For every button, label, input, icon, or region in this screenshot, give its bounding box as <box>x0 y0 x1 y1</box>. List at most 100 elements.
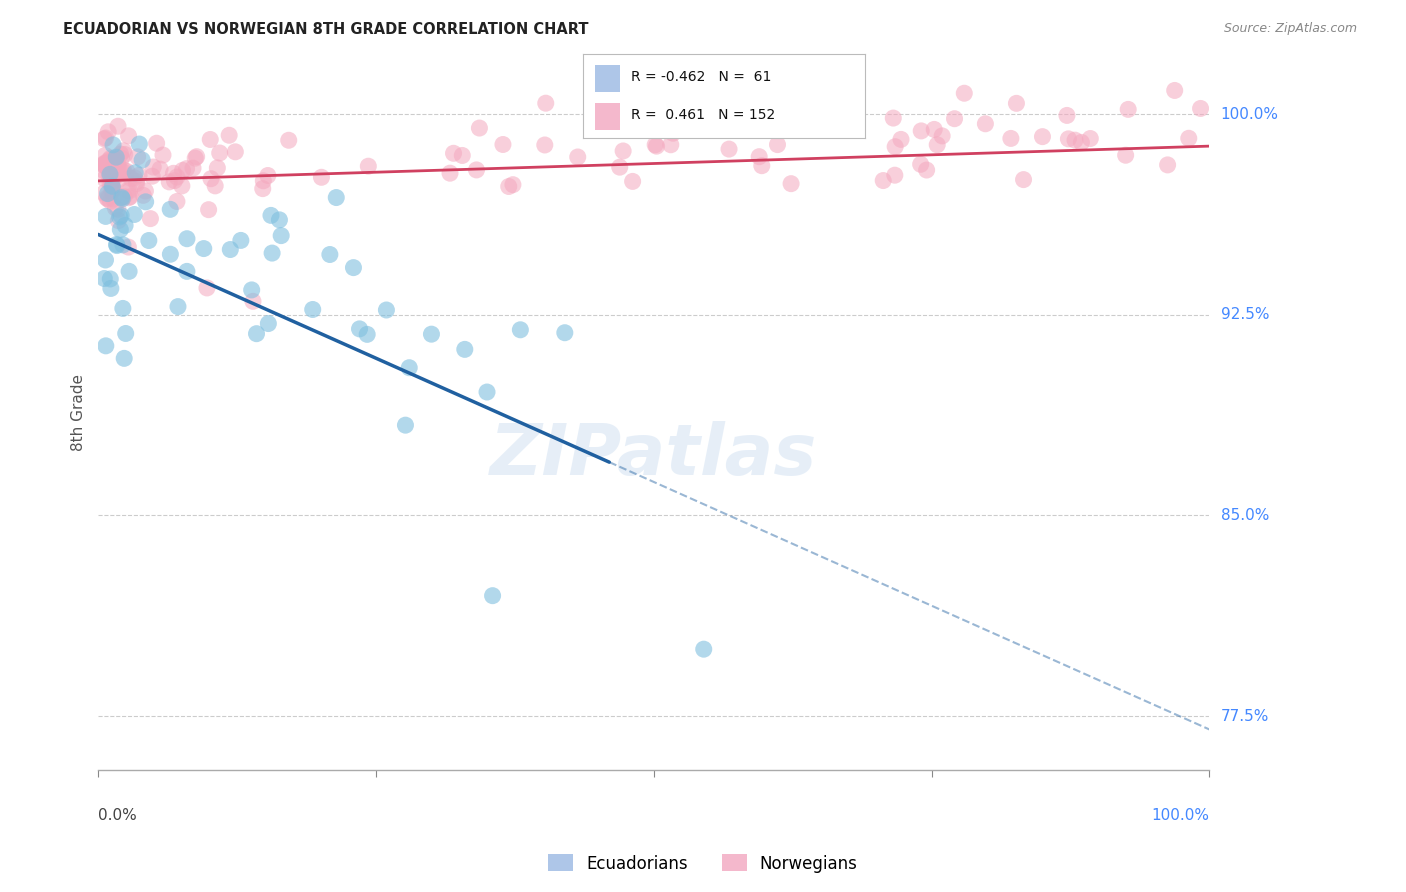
Point <box>93 157 115 171</box>
Point <box>498 179 520 194</box>
Point <box>107 168 129 182</box>
Point <box>277 133 299 147</box>
Point <box>110 151 132 165</box>
Text: 0.0%: 0.0% <box>98 808 136 823</box>
Point <box>141 169 163 184</box>
Point <box>420 327 443 342</box>
Point <box>454 343 477 357</box>
Point <box>208 146 231 161</box>
FancyBboxPatch shape <box>595 64 620 92</box>
Point <box>224 145 246 159</box>
Point <box>112 189 135 203</box>
Point <box>103 161 125 176</box>
Point <box>176 232 198 246</box>
Point <box>780 177 803 191</box>
Point <box>124 166 146 180</box>
Point <box>101 181 124 195</box>
Point <box>270 228 292 243</box>
Point <box>1070 136 1092 150</box>
Point <box>245 326 267 341</box>
Point <box>98 167 121 181</box>
Point <box>533 138 555 153</box>
Point <box>111 238 134 252</box>
Point <box>915 163 938 178</box>
Point <box>97 162 120 177</box>
Point <box>159 202 181 217</box>
Point <box>325 190 347 204</box>
Point <box>166 194 188 209</box>
Point <box>342 260 364 275</box>
Point <box>645 139 668 153</box>
Point <box>751 159 773 173</box>
Point <box>394 418 416 433</box>
Point <box>97 153 120 168</box>
Point <box>105 238 128 252</box>
Point <box>1064 133 1087 147</box>
Point <box>1178 131 1201 145</box>
Point <box>1163 83 1185 97</box>
Point <box>475 384 498 399</box>
Point <box>100 151 122 165</box>
Point <box>481 589 503 603</box>
Point <box>1005 96 1028 111</box>
Point <box>132 188 155 202</box>
Point <box>262 246 284 260</box>
Point <box>882 111 904 125</box>
Point <box>125 177 148 191</box>
Point <box>97 125 120 139</box>
Point <box>163 174 186 188</box>
Point <box>257 317 280 331</box>
Point <box>974 117 997 131</box>
Point <box>953 87 976 101</box>
Point <box>468 121 491 136</box>
Point <box>910 124 932 138</box>
Point <box>748 150 770 164</box>
Point <box>112 144 135 158</box>
Point <box>943 112 966 126</box>
Point <box>883 168 905 182</box>
Point <box>114 219 136 233</box>
Point <box>181 161 204 175</box>
Point <box>118 184 141 198</box>
Point <box>1115 148 1137 162</box>
Point <box>219 243 242 257</box>
Point <box>166 169 188 184</box>
Point <box>93 271 115 285</box>
Point <box>114 326 136 341</box>
Point <box>110 209 132 223</box>
Point <box>1189 102 1212 116</box>
Point <box>1057 132 1080 146</box>
Point <box>1031 129 1053 144</box>
Point <box>96 157 118 171</box>
Point <box>890 132 912 146</box>
Point <box>94 210 117 224</box>
Point <box>443 146 465 161</box>
Point <box>98 272 121 286</box>
Point <box>103 152 125 166</box>
Point <box>356 327 378 342</box>
Point <box>127 150 149 164</box>
Point <box>104 201 127 215</box>
Text: ZIPatlas: ZIPatlas <box>491 421 817 490</box>
Point <box>218 128 240 143</box>
Point <box>260 208 283 222</box>
Point <box>114 147 136 161</box>
Text: 85.0%: 85.0% <box>1220 508 1268 523</box>
Point <box>105 150 128 164</box>
Point <box>922 122 945 136</box>
Point <box>197 202 219 217</box>
Point <box>1000 131 1022 145</box>
Point <box>128 168 150 182</box>
Point <box>256 169 278 183</box>
Point <box>94 339 117 353</box>
Point <box>100 281 122 295</box>
Point <box>534 96 557 111</box>
Point <box>1012 172 1035 186</box>
Y-axis label: 8th Grade: 8th Grade <box>72 374 86 450</box>
Point <box>269 212 291 227</box>
Point <box>117 128 139 143</box>
Point <box>662 126 685 140</box>
Point <box>93 132 115 146</box>
Point <box>125 174 148 188</box>
Point <box>502 178 524 192</box>
